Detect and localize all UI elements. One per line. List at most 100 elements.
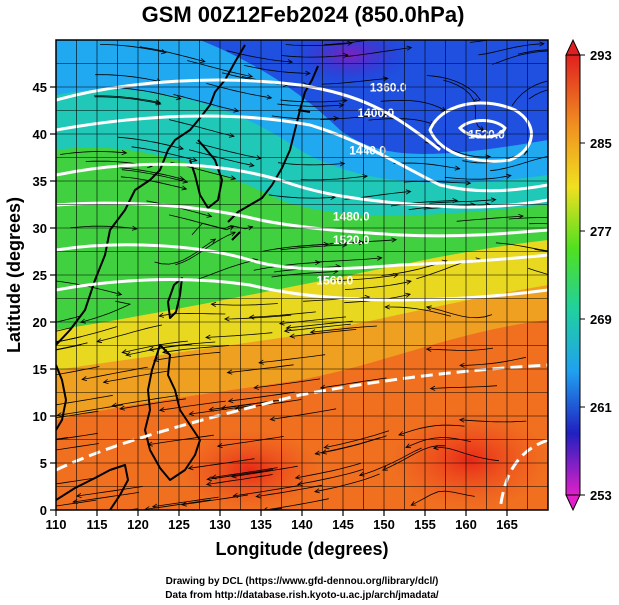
streamline bbox=[56, 477, 97, 485]
streamline bbox=[206, 474, 273, 485]
colorbar: 253 261 269 277 285 293 bbox=[565, 38, 612, 512]
streamline bbox=[112, 395, 179, 407]
streamline bbox=[147, 434, 214, 446]
streamline bbox=[403, 180, 471, 184]
streamline bbox=[320, 377, 387, 389]
streamline bbox=[492, 50, 548, 65]
streamline bbox=[169, 119, 234, 137]
streamline bbox=[70, 225, 137, 230]
streamline-arrowhead bbox=[248, 314, 255, 320]
streamline-arrowhead bbox=[330, 194, 337, 200]
contour-1440 bbox=[56, 162, 548, 209]
y-axis-ticks: 0 5 10 15 20 25 30 35 40 45 bbox=[33, 80, 56, 518]
streamline bbox=[429, 199, 496, 204]
streamline-arrowhead bbox=[72, 515, 77, 519]
streamline bbox=[278, 162, 345, 166]
streamline-arrowhead bbox=[161, 49, 167, 55]
x-tick-label: 165 bbox=[496, 517, 518, 532]
y-tick-label: 10 bbox=[33, 409, 47, 424]
streamline bbox=[118, 167, 185, 180]
streamline-arrowhead bbox=[432, 445, 439, 451]
streamline bbox=[528, 89, 548, 100]
streamline bbox=[280, 99, 347, 103]
streamline bbox=[56, 326, 74, 332]
streamline bbox=[385, 306, 452, 317]
streamline bbox=[345, 47, 412, 57]
streamline bbox=[284, 323, 351, 332]
credit-line-2: Data from http://database.rish.kyoto-u.a… bbox=[165, 590, 439, 601]
streamline-arrowhead bbox=[296, 481, 303, 487]
contour-label: 1560.0 bbox=[316, 273, 353, 287]
streamline-arrowhead bbox=[579, 49, 584, 53]
streamline-arrowhead bbox=[30, 507, 35, 511]
streamline bbox=[254, 378, 321, 389]
contour-label: 1520.0 bbox=[333, 233, 370, 247]
streamline bbox=[290, 329, 357, 337]
streamline bbox=[310, 325, 377, 333]
lat-lon-grid bbox=[56, 40, 548, 510]
contour-1400 bbox=[56, 114, 548, 193]
streamline-arrowhead bbox=[405, 292, 411, 298]
streamline-arrowhead bbox=[102, 378, 109, 384]
streamline-arrowhead bbox=[406, 45, 413, 51]
streamline-arrowhead bbox=[2, 445, 7, 449]
streamline-arrowhead bbox=[313, 488, 320, 494]
streamline bbox=[263, 498, 329, 510]
coastline-vietnam bbox=[56, 364, 67, 431]
streamline-arrowhead bbox=[230, 473, 237, 479]
x-axis-ticks: 110 115 120 125 130 135 140 145 150 155 160 165 bbox=[46, 510, 518, 532]
streamline-arrowhead bbox=[131, 225, 138, 231]
streamline-arrowhead bbox=[227, 398, 234, 404]
streamline-arrowhead bbox=[319, 384, 326, 390]
streamline bbox=[94, 96, 161, 105]
streamline-arrowhead bbox=[253, 384, 260, 390]
streamline bbox=[57, 404, 123, 416]
contour-labels: 1360.01400.01440.01480.01520.01560.01520… bbox=[316, 81, 505, 288]
streamline bbox=[426, 75, 481, 103]
streamline bbox=[411, 490, 475, 506]
streamline-arrowhead bbox=[32, 441, 37, 445]
streamline bbox=[193, 259, 258, 281]
streamline bbox=[211, 303, 278, 306]
streamline-arrowhead bbox=[191, 157, 198, 162]
y-tick-label: 5 bbox=[40, 456, 47, 471]
streamline bbox=[280, 244, 347, 251]
coastline-china bbox=[56, 44, 246, 346]
streamline bbox=[154, 351, 221, 361]
streamline-arrowhead bbox=[188, 410, 195, 416]
streamline bbox=[159, 400, 226, 411]
credit-line-1: Drawing by DCL (https://www.gfd-dennou.o… bbox=[166, 576, 439, 587]
streamline bbox=[56, 326, 118, 343]
streamline bbox=[195, 142, 261, 159]
streamline bbox=[154, 238, 216, 265]
streamline bbox=[430, 385, 498, 389]
streamline-arrowhead bbox=[305, 70, 311, 76]
colorbar-tick-label: 285 bbox=[590, 136, 612, 151]
streamline-arrowhead bbox=[226, 369, 233, 375]
streamline-arrowhead bbox=[458, 417, 465, 423]
streamline-arrowhead bbox=[550, 154, 555, 158]
streamline bbox=[228, 391, 295, 402]
y-tick-label: 30 bbox=[33, 221, 47, 236]
streamline-arrowhead bbox=[247, 73, 253, 79]
streamline bbox=[456, 215, 524, 222]
streamline bbox=[253, 261, 320, 271]
streamline-arrowhead bbox=[181, 185, 188, 191]
y-tick-label: 15 bbox=[33, 362, 47, 377]
streamline bbox=[233, 485, 300, 497]
streamline-arrowhead bbox=[459, 362, 465, 368]
streamline-arrowhead bbox=[485, 154, 492, 160]
streamline-arrowhead bbox=[376, 255, 383, 261]
streamline bbox=[271, 115, 339, 120]
x-tick-label: 155 bbox=[414, 517, 436, 532]
streamline-arrowhead bbox=[289, 333, 295, 339]
colorbar-tick-label: 277 bbox=[590, 224, 612, 239]
streamline-arrowhead bbox=[223, 316, 230, 322]
contour-label: 1440.0 bbox=[349, 144, 386, 158]
streamline bbox=[207, 469, 274, 480]
streamline-arrowhead bbox=[151, 503, 158, 509]
y-tick-label: 25 bbox=[33, 268, 47, 283]
streamline-arrowhead bbox=[247, 225, 254, 231]
x-tick-label: 150 bbox=[373, 517, 395, 532]
streamline-arrowhead bbox=[230, 231, 237, 237]
